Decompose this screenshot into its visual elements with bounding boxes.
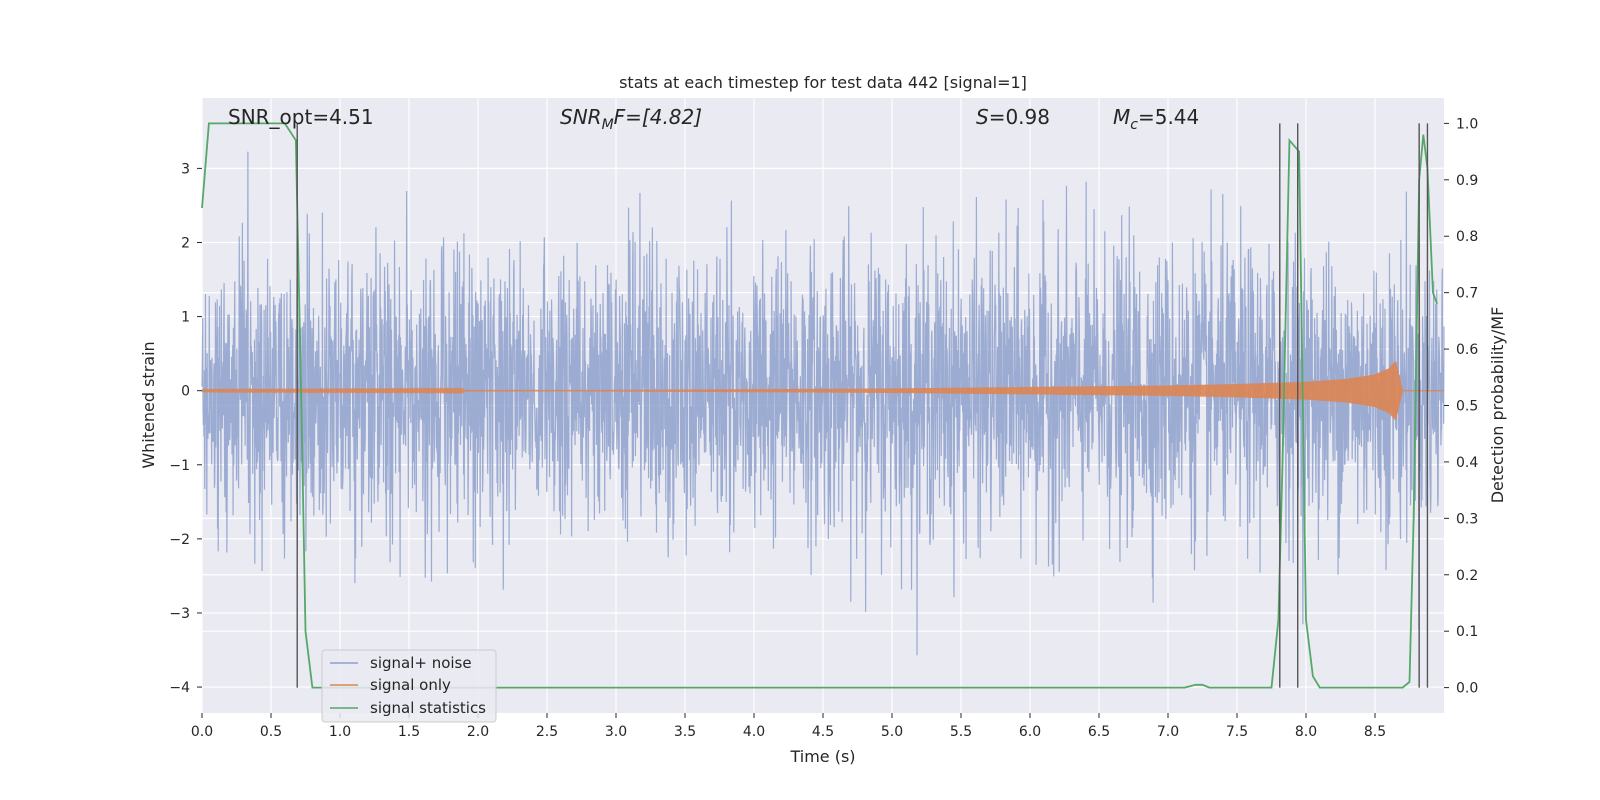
x-tick-label: 7.0 bbox=[1157, 724, 1179, 740]
annotation-mc-value: =5.44 bbox=[1138, 105, 1199, 129]
legend-box bbox=[321, 649, 497, 723]
y-tick-label: 0 bbox=[181, 384, 190, 400]
x-tick-label: 6.5 bbox=[1088, 724, 1110, 740]
vertical-markers bbox=[296, 123, 1429, 688]
series-signal-only bbox=[201, 361, 1444, 421]
series-signal-statistics bbox=[201, 122, 1438, 689]
x-axis-ticks: 0.0 0.5 1.0 1.5 2.0 2.5 3.0 3.5 4.0 4.5 5.0 5.5 6.0 6… bbox=[191, 713, 1386, 740]
y2-tick-label: 0.7 bbox=[1456, 286, 1478, 302]
annotation-snr-mf: SNRMF=[4.82] bbox=[560, 105, 702, 133]
annotation-s: S=0.98 bbox=[976, 105, 1050, 129]
x-tick-label: 3.5 bbox=[674, 724, 696, 740]
y-tick-label: 1 bbox=[181, 310, 190, 326]
y2-axis-label: Detection probability/MF bbox=[1488, 307, 1507, 504]
series-line-signal-statistics bbox=[201, 122, 1438, 689]
x-tick-label: 0.5 bbox=[260, 724, 282, 740]
x-tick-label: 2.0 bbox=[467, 724, 489, 740]
y-axis-label: Whitened strain bbox=[139, 341, 158, 468]
x-tick-label: 8.5 bbox=[1364, 724, 1386, 740]
annotation-snr-mf-value: F=[4.82] bbox=[614, 105, 702, 129]
y-tick-label: −2 bbox=[169, 532, 190, 548]
y2-tick-label: 0.5 bbox=[1456, 399, 1478, 415]
x-tick-label: 8.0 bbox=[1295, 724, 1317, 740]
y-axis-ticks: 3 2 1 0 −1 −2 −3 −4 bbox=[169, 161, 202, 696]
y2-axis-ticks: 1.0 0.9 0.8 0.7 0.6 0.5 0.4 0.3 0.2 0.1 0.0 bbox=[1444, 116, 1478, 697]
legend-label-signal: signal only bbox=[370, 676, 451, 694]
x-tick-label: 0.0 bbox=[191, 724, 213, 740]
x-tick-label: 5.0 bbox=[881, 724, 903, 740]
x-tick-label: 5.5 bbox=[950, 724, 972, 740]
y2-tick-label: 0.4 bbox=[1456, 455, 1478, 471]
y2-tick-label: 0.8 bbox=[1456, 229, 1478, 245]
x-tick-label: 6.0 bbox=[1019, 724, 1041, 740]
x-tick-label: 7.5 bbox=[1226, 724, 1248, 740]
x-tick-label: 4.5 bbox=[812, 724, 834, 740]
annotation-mc-sub: c bbox=[1130, 117, 1138, 133]
y2-tick-label: 1.0 bbox=[1456, 116, 1478, 132]
y-tick-label: −4 bbox=[169, 680, 190, 696]
y2-tick-label: 0.3 bbox=[1456, 511, 1478, 527]
legend: signal+ noise signal only signal statist… bbox=[321, 649, 497, 723]
x-tick-label: 2.5 bbox=[536, 724, 558, 740]
annotation-mc-symbol: M bbox=[1113, 105, 1130, 129]
annotation-s-value: =0.98 bbox=[989, 105, 1050, 129]
y-tick-label: 3 bbox=[181, 161, 190, 177]
legend-label-noise: signal+ noise bbox=[370, 654, 472, 672]
x-tick-label: 1.5 bbox=[398, 724, 420, 740]
annotation-snr-mf-symbol: SNR bbox=[560, 105, 602, 129]
annotation-snr-opt: SNR_opt=4.51 bbox=[228, 105, 374, 129]
x-tick-label: 4.0 bbox=[743, 724, 765, 740]
x-tick-label: 1.0 bbox=[329, 724, 351, 740]
y-tick-label: 2 bbox=[181, 235, 190, 251]
y2-tick-label: 0.9 bbox=[1456, 173, 1478, 189]
y2-tick-label: 0.0 bbox=[1456, 681, 1478, 697]
annotation-s-symbol: S bbox=[976, 105, 989, 129]
annotation-snr-mf-sub: M bbox=[602, 117, 614, 133]
chart-title: stats at each timestep for test data 442… bbox=[619, 73, 1027, 92]
legend-label-stats: signal statistics bbox=[370, 699, 486, 717]
x-axis-label: Time (s) bbox=[789, 747, 855, 766]
series-line-signal-only bbox=[201, 361, 1444, 421]
y2-tick-label: 0.2 bbox=[1456, 568, 1478, 584]
y-tick-label: −3 bbox=[169, 606, 190, 622]
annotation-mc: Mc=5.44 bbox=[1113, 105, 1199, 133]
y-tick-label: −1 bbox=[169, 458, 190, 474]
x-tick-label: 3.0 bbox=[605, 724, 627, 740]
y2-tick-label: 0.1 bbox=[1456, 624, 1478, 640]
y2-tick-label: 0.6 bbox=[1456, 342, 1478, 358]
